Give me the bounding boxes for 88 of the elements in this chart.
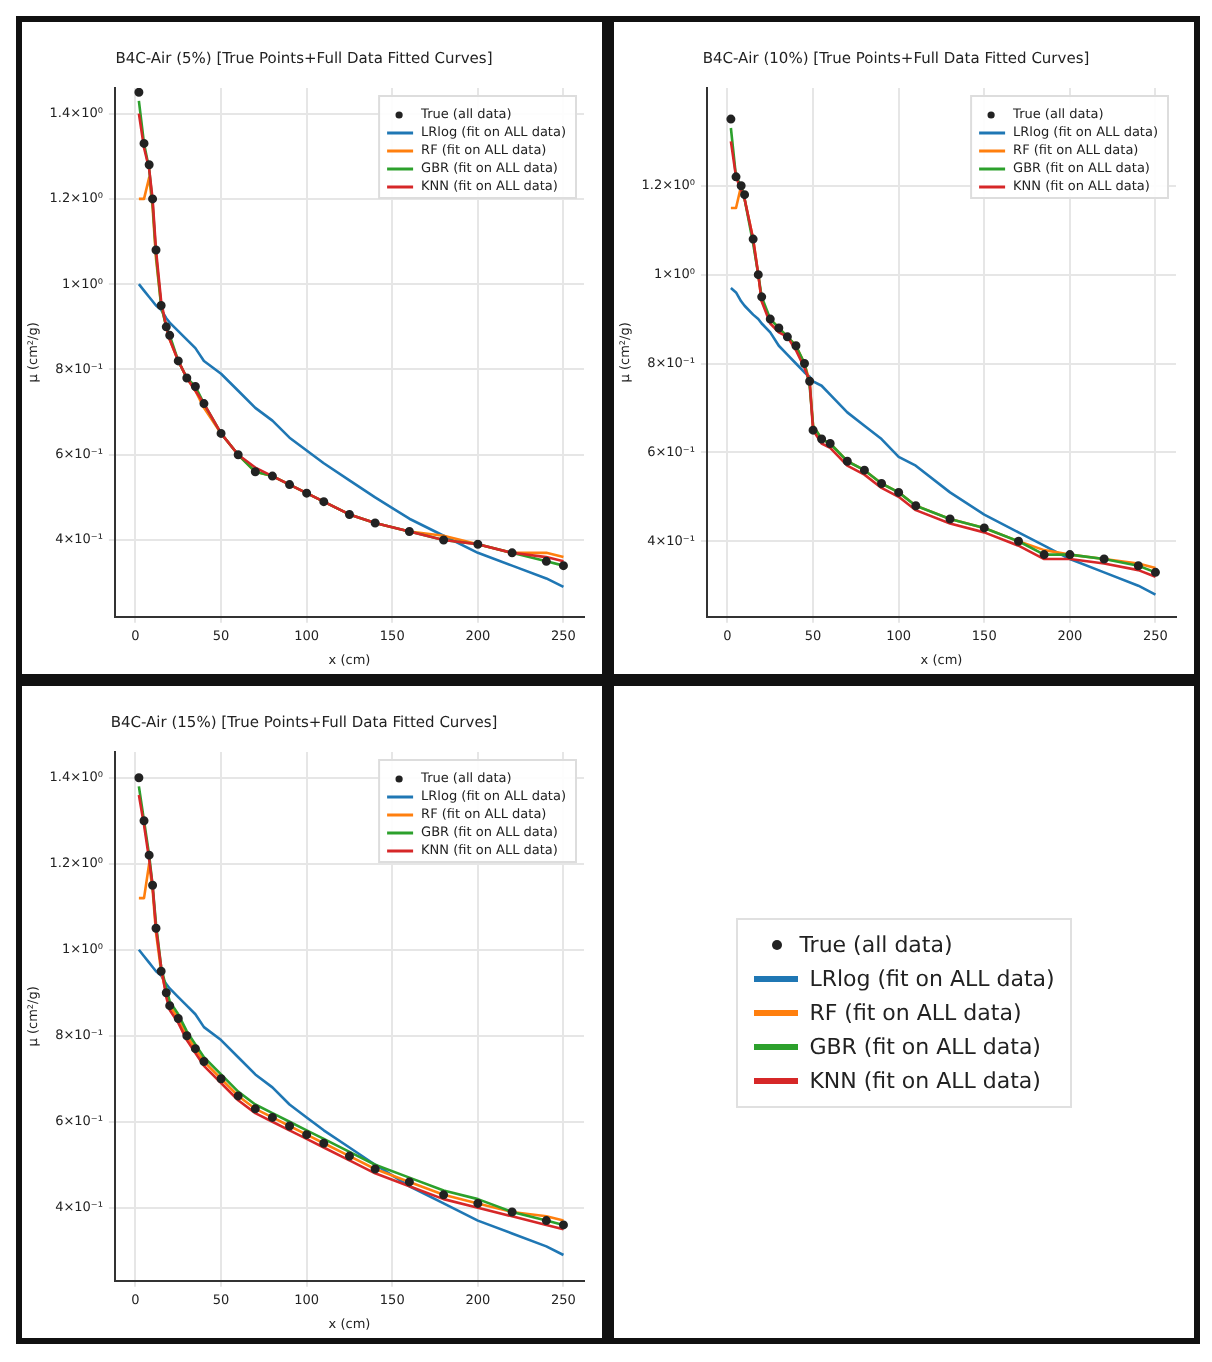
- point: [736, 181, 746, 191]
- point: [404, 1177, 414, 1187]
- point: [748, 234, 758, 244]
- point: [190, 382, 200, 392]
- point: [148, 194, 158, 204]
- point: [344, 509, 354, 519]
- point: [757, 292, 767, 302]
- point: [151, 245, 161, 255]
- point: [190, 1044, 200, 1054]
- text: GBR (fit on ALL data): [809, 1033, 1041, 1059]
- point: [370, 518, 380, 528]
- point: [1150, 567, 1160, 577]
- text: KNN (fit on ALL data): [809, 1067, 1041, 1093]
- point: [859, 465, 869, 475]
- point: [782, 332, 792, 342]
- point: [507, 1207, 517, 1217]
- point: [805, 376, 815, 386]
- point: [370, 1164, 380, 1174]
- point: [1039, 550, 1049, 560]
- point: [726, 114, 736, 124]
- point: [165, 330, 175, 340]
- point: [808, 425, 818, 435]
- point: [894, 487, 904, 497]
- point: [541, 1216, 551, 1226]
- point: [173, 356, 183, 366]
- point: [233, 450, 243, 460]
- point: [558, 1220, 568, 1230]
- point: [1014, 536, 1023, 546]
- point: [1133, 561, 1143, 571]
- point: [825, 439, 835, 448]
- point: [473, 539, 483, 549]
- point: [558, 561, 568, 571]
- point: [911, 501, 921, 511]
- point: [139, 138, 149, 148]
- point: [182, 373, 192, 383]
- point: [144, 850, 154, 860]
- point: [173, 1014, 183, 1024]
- text: RF (fit on ALL data): [809, 999, 1022, 1025]
- point: [842, 456, 852, 466]
- point: [161, 322, 171, 332]
- point: [774, 323, 784, 333]
- point: [1065, 550, 1075, 560]
- point: [144, 160, 154, 170]
- point: [199, 1057, 209, 1067]
- point: [753, 270, 763, 280]
- point: [302, 488, 312, 498]
- point: [250, 467, 260, 477]
- point: [541, 556, 551, 566]
- point: [182, 1031, 192, 1041]
- point: [791, 341, 801, 351]
- point: [800, 359, 809, 369]
- point: [199, 399, 209, 409]
- point: [817, 434, 827, 444]
- point: [156, 966, 166, 976]
- point: [233, 1091, 243, 1101]
- point: [319, 1138, 329, 1148]
- point: [134, 773, 144, 783]
- point: [267, 471, 277, 481]
- point: [285, 1121, 295, 1131]
- point: [151, 923, 161, 933]
- point: [165, 1001, 175, 1011]
- point: [134, 88, 144, 97]
- point: [439, 535, 449, 545]
- point: [319, 497, 329, 507]
- point: [1099, 554, 1109, 564]
- point: [267, 1112, 277, 1122]
- point: [507, 548, 517, 558]
- point: [285, 480, 295, 490]
- point: [765, 314, 775, 324]
- point: [250, 1104, 260, 1114]
- point: [740, 190, 750, 200]
- point: [156, 300, 166, 310]
- text: True (all data): [799, 931, 953, 957]
- point: [344, 1151, 354, 1161]
- point: [877, 478, 887, 488]
- point: [148, 880, 158, 890]
- point: [473, 1198, 483, 1208]
- point: [139, 816, 149, 826]
- point: [302, 1130, 312, 1140]
- point: [439, 1190, 449, 1200]
- text: LRlog (fit on ALL data): [809, 965, 1055, 991]
- point: [161, 988, 171, 998]
- point: [404, 527, 414, 537]
- point: [731, 172, 741, 182]
- point: [216, 428, 226, 438]
- point: [945, 514, 955, 524]
- point: [979, 523, 989, 533]
- point: [216, 1074, 226, 1084]
